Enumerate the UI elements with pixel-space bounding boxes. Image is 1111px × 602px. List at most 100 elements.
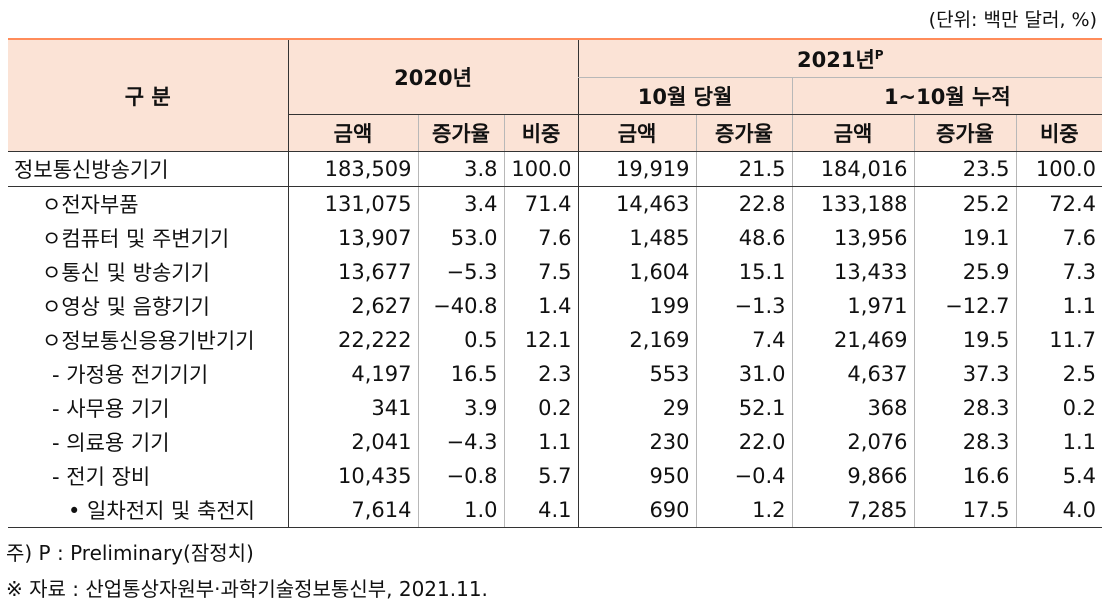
table-cell: −40.8 xyxy=(417,289,504,323)
table-cell: 13,907 xyxy=(287,221,418,255)
table-cell: 4.0 xyxy=(1015,493,1103,528)
row-label: ㅇ정보통신응용기반기기 xyxy=(42,329,255,353)
table-cell: 184,016 xyxy=(791,151,915,187)
amount-header: 금액 xyxy=(577,114,697,152)
table-cell: 341 xyxy=(287,391,418,425)
table-cell: 199 xyxy=(577,289,697,323)
table-cell: 183,509 xyxy=(287,151,418,187)
table-cell: 28.3 xyxy=(913,391,1017,425)
row-label: ㅇ컴퓨터 및 주변기기 xyxy=(42,227,230,251)
table-cell: 2,041 xyxy=(287,425,418,459)
table-cell: 1.1 xyxy=(1015,289,1103,323)
growth-header: 증가율 xyxy=(417,114,504,152)
table-cell: 1,604 xyxy=(577,255,697,289)
table-cell: 15.1 xyxy=(695,255,793,289)
table-cell: 22.8 xyxy=(695,186,793,221)
category-header: 구 분 xyxy=(8,39,288,152)
table-cell: 14,463 xyxy=(577,186,697,221)
table-cell: 16.6 xyxy=(913,459,1017,493)
table-cell: 1.0 xyxy=(417,493,504,528)
table-cell: 48.6 xyxy=(695,221,793,255)
row-label: - 전기 장비 xyxy=(52,465,151,489)
year-2020-header: 2020년 xyxy=(287,39,579,115)
table-cell: 21.5 xyxy=(695,151,793,187)
table-cell: 553 xyxy=(577,357,697,391)
table-row: ㅇ통신 및 방송기기 13,677 −5.3 7.5 1,604 15.1 13,433 25… xyxy=(8,255,1103,289)
table-row: • 일차전지 및 축전지 7,614 1.0 4.1 690 1.2 7,285 17.5 4.… xyxy=(8,493,1103,528)
table-cell: 2.5 xyxy=(1015,357,1103,391)
table-cell: 2.3 xyxy=(503,357,579,391)
table-cell: 53.0 xyxy=(417,221,504,255)
table-cell: 368 xyxy=(791,391,915,425)
share-header: 비중 xyxy=(1015,114,1103,152)
table-cell: 7,614 xyxy=(287,493,418,528)
table-cell: 7.3 xyxy=(1015,255,1103,289)
table-cell: 950 xyxy=(577,459,697,493)
table-cell: 133,188 xyxy=(791,186,915,221)
table-cell: 3.8 xyxy=(417,151,504,187)
table-cell: 19,919 xyxy=(577,151,697,187)
table-row: - 의료용 기기 2,041 −4.3 1.1 230 22.0 2,076 28.3 1.1 xyxy=(8,425,1103,459)
table-cell: 2,076 xyxy=(791,425,915,459)
table-cell: 10,435 xyxy=(287,459,418,493)
table-row: ㅇ영상 및 음향기기 2,627 −40.8 1.4 199 −1.3 1,971 −12.7… xyxy=(8,289,1103,323)
table-cell: 3.9 xyxy=(417,391,504,425)
table-cell: 22.0 xyxy=(695,425,793,459)
table-cell: 1,971 xyxy=(791,289,915,323)
table-cell: 4,637 xyxy=(791,357,915,391)
table-cell: 21,469 xyxy=(791,323,915,357)
table-cell: −0.8 xyxy=(417,459,504,493)
table-cell: 0.2 xyxy=(1015,391,1103,425)
table-cell: 16.5 xyxy=(417,357,504,391)
table-cell: 1,485 xyxy=(577,221,697,255)
table-cell: 690 xyxy=(577,493,697,528)
row-label: ㅇ전자부품 xyxy=(42,193,139,217)
table-cell: 13,956 xyxy=(791,221,915,255)
table-cell: 29 xyxy=(577,391,697,425)
table-cell: 7.5 xyxy=(503,255,579,289)
table-cell: 9,866 xyxy=(791,459,915,493)
table-cell: 0.5 xyxy=(417,323,504,357)
table-cell: −0.4 xyxy=(695,459,793,493)
row-label: - 가정용 전기기기 xyxy=(52,363,209,387)
table-cell: 0.2 xyxy=(503,391,579,425)
table-cell: 131,075 xyxy=(287,186,418,221)
row-label: ㅇ통신 및 방송기기 xyxy=(42,261,210,285)
table-cell: 52.1 xyxy=(695,391,793,425)
table-cell: −5.3 xyxy=(417,255,504,289)
row-label: - 사무용 기기 xyxy=(52,397,170,421)
table-cell: 71.4 xyxy=(503,186,579,221)
share-header: 비중 xyxy=(503,114,579,152)
oct-month-header: 10월 당월 xyxy=(577,77,793,115)
table-cell: 11.7 xyxy=(1015,323,1103,357)
table-cell: 5.4 xyxy=(1015,459,1103,493)
table-cell: 25.9 xyxy=(913,255,1017,289)
table-cell: 7.4 xyxy=(695,323,793,357)
table-cell: 4,197 xyxy=(287,357,418,391)
ict-export-table: 구 분 2020년 2021년P 10월 당월 1~10월 누적 금액 증가율 … xyxy=(8,38,1103,528)
table-cell: 1.4 xyxy=(503,289,579,323)
table-row: - 사무용 기기 341 3.9 0.2 29 52.1 368 28.3 0.2 xyxy=(8,391,1103,425)
table-cell: 1.1 xyxy=(1015,425,1103,459)
growth-header: 증가율 xyxy=(695,114,793,152)
table-cell: 230 xyxy=(577,425,697,459)
preliminary-note: 주) P : Preliminary(잠정치) xyxy=(6,541,254,565)
table-cell: 25.2 xyxy=(913,186,1017,221)
row-label: 정보통신방송기기 xyxy=(8,151,288,187)
table-row: - 전기 장비 10,435 −0.8 5.7 950 −0.4 9,866 16.6 5.4 xyxy=(8,459,1103,493)
table-row: ㅇ컴퓨터 및 주변기기 13,907 53.0 7.6 1,485 48.6 13,956 1… xyxy=(8,221,1103,255)
table-cell: 7,285 xyxy=(791,493,915,528)
table-cell: 7.6 xyxy=(503,221,579,255)
amount-header: 금액 xyxy=(791,114,915,152)
table-cell: 7.6 xyxy=(1015,221,1103,255)
table-cell: −4.3 xyxy=(417,425,504,459)
table-cell: 37.3 xyxy=(913,357,1017,391)
year-2021-header: 2021년P xyxy=(577,39,1103,78)
table-cell: 3.4 xyxy=(417,186,504,221)
unit-note: (단위: 백만 달러, %) xyxy=(928,9,1097,31)
table-cell: 2,169 xyxy=(577,323,697,357)
table-cell: −12.7 xyxy=(913,289,1017,323)
table-cell: 1.2 xyxy=(695,493,793,528)
growth-header: 증가율 xyxy=(913,114,1017,152)
oct-cumulative-header: 1~10월 누적 xyxy=(791,77,1103,115)
